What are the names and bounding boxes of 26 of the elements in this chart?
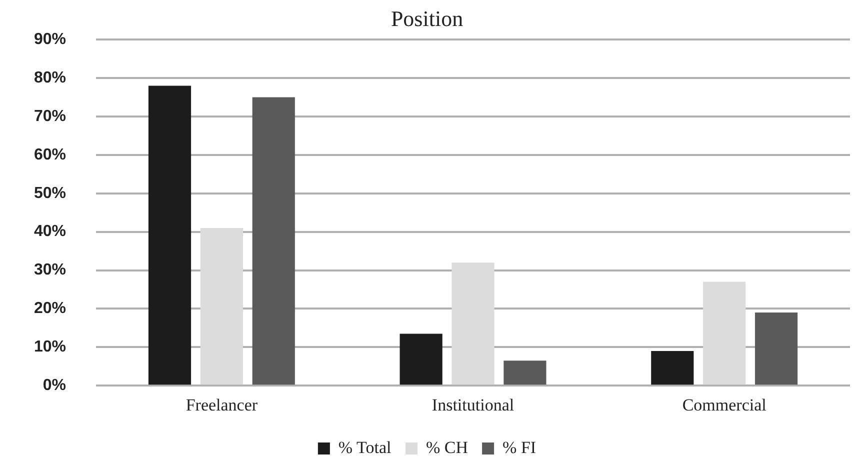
x-tick-label: Freelancer (186, 395, 258, 414)
bar (148, 86, 192, 385)
y-tick-label: 0% (42, 377, 66, 394)
y-tick-label: 50% (34, 184, 66, 202)
y-tick-label: 80% (34, 69, 66, 86)
bar (452, 262, 494, 385)
bar (504, 360, 546, 385)
x-tick-label: Institutional (432, 395, 514, 414)
legend-label: % CH (426, 438, 468, 457)
y-tick-label: 10% (34, 338, 66, 356)
chart-title: Position (390, 6, 464, 32)
bar (703, 282, 746, 385)
y-tick-label: 20% (34, 300, 66, 318)
bar (400, 334, 442, 385)
y-tick-label: 60% (34, 146, 66, 164)
legend-label: % FI (502, 438, 536, 457)
bar (754, 312, 798, 385)
legend-label: % Total (338, 438, 392, 457)
y-tick-label: 40% (34, 223, 66, 240)
y-tick-label: 90% (34, 31, 66, 48)
x-tick-label: Commercial (682, 395, 767, 414)
bar (651, 351, 694, 385)
bar (252, 97, 295, 385)
y-tick-label: 70% (34, 108, 66, 125)
bar (200, 228, 243, 385)
y-tick-label: 30% (34, 262, 66, 279)
